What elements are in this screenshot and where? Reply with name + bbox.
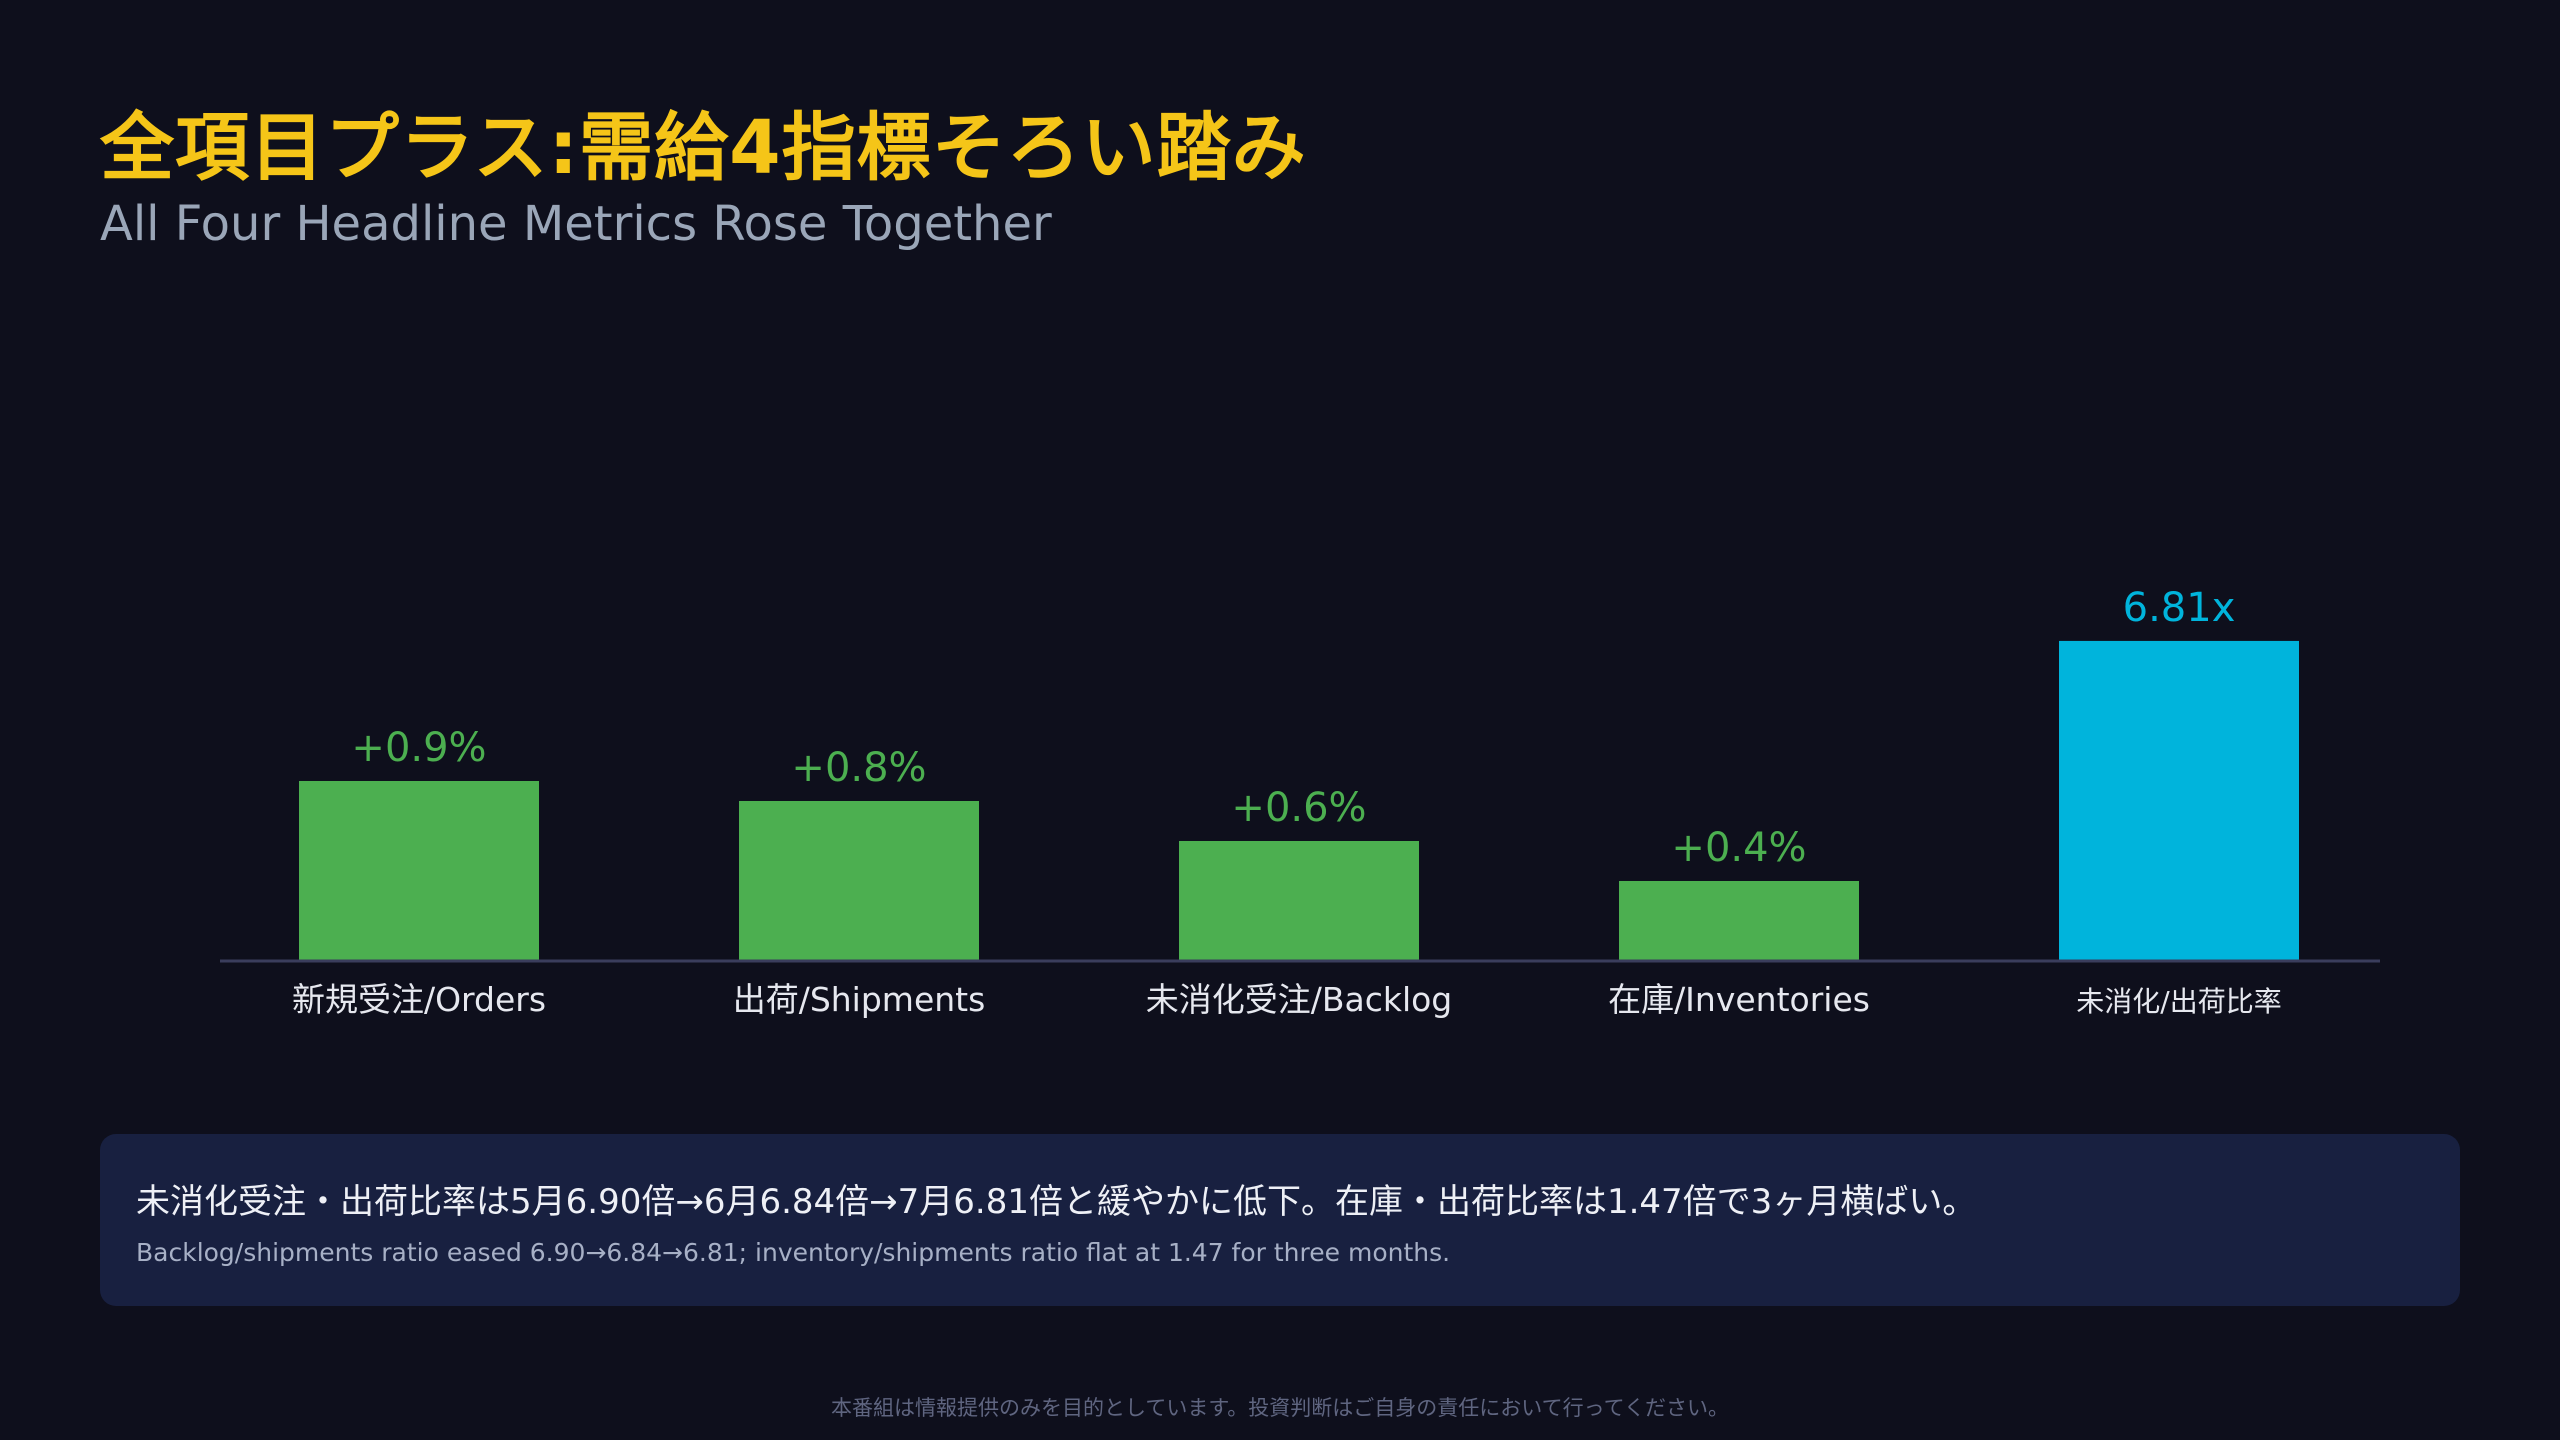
value-label-4: +0.4% bbox=[1671, 825, 1806, 871]
bar-4 bbox=[1619, 881, 1859, 961]
note-box: 未消化受注・出荷比率は5月6.90倍→6月6.84倍→7月6.81倍と緩やかに低… bbox=[100, 1134, 2460, 1306]
value-label-2: +0.8% bbox=[791, 745, 926, 791]
page-title: 全項目プラス:需給4指標そろい踏み bbox=[100, 105, 1307, 191]
disclaimer-footer: 本番組は情報提供のみを目的としています。投資判断はご自身の責任において行ってくだ… bbox=[831, 1396, 1729, 1420]
value-label-3: +0.6% bbox=[1231, 785, 1366, 831]
bar-1 bbox=[299, 781, 539, 961]
page-subtitle: All Four Headline Metrics Rose Together bbox=[100, 196, 1052, 252]
bar-3 bbox=[1179, 841, 1419, 961]
note-main-text: 未消化受注・出荷比率は5月6.90倍→6月6.84倍→7月6.81倍と緩やかに低… bbox=[136, 1182, 1977, 1222]
category-label-4: 在庫/Inventories bbox=[1608, 980, 1870, 1019]
value-label-1: +0.9% bbox=[351, 725, 486, 771]
category-label-2: 出荷/Shipments bbox=[733, 980, 986, 1019]
note-sub-text: Backlog/shipments ratio eased 6.90→6.84→… bbox=[136, 1238, 1451, 1267]
bar-5 bbox=[2059, 640, 2299, 961]
category-label-5: 未消化/出荷比率 bbox=[2076, 985, 2281, 1018]
bar-2 bbox=[739, 801, 979, 961]
category-label-3: 未消化受注/Backlog bbox=[1146, 980, 1453, 1019]
category-label-1: 新規受注/Orders bbox=[292, 980, 546, 1019]
bar-chart: +0.9% 新規受注/Orders +0.8% 出荷/Shipments +0.6% 未消… bbox=[220, 585, 2380, 1019]
value-label-5: 6.81x bbox=[2123, 585, 2236, 631]
